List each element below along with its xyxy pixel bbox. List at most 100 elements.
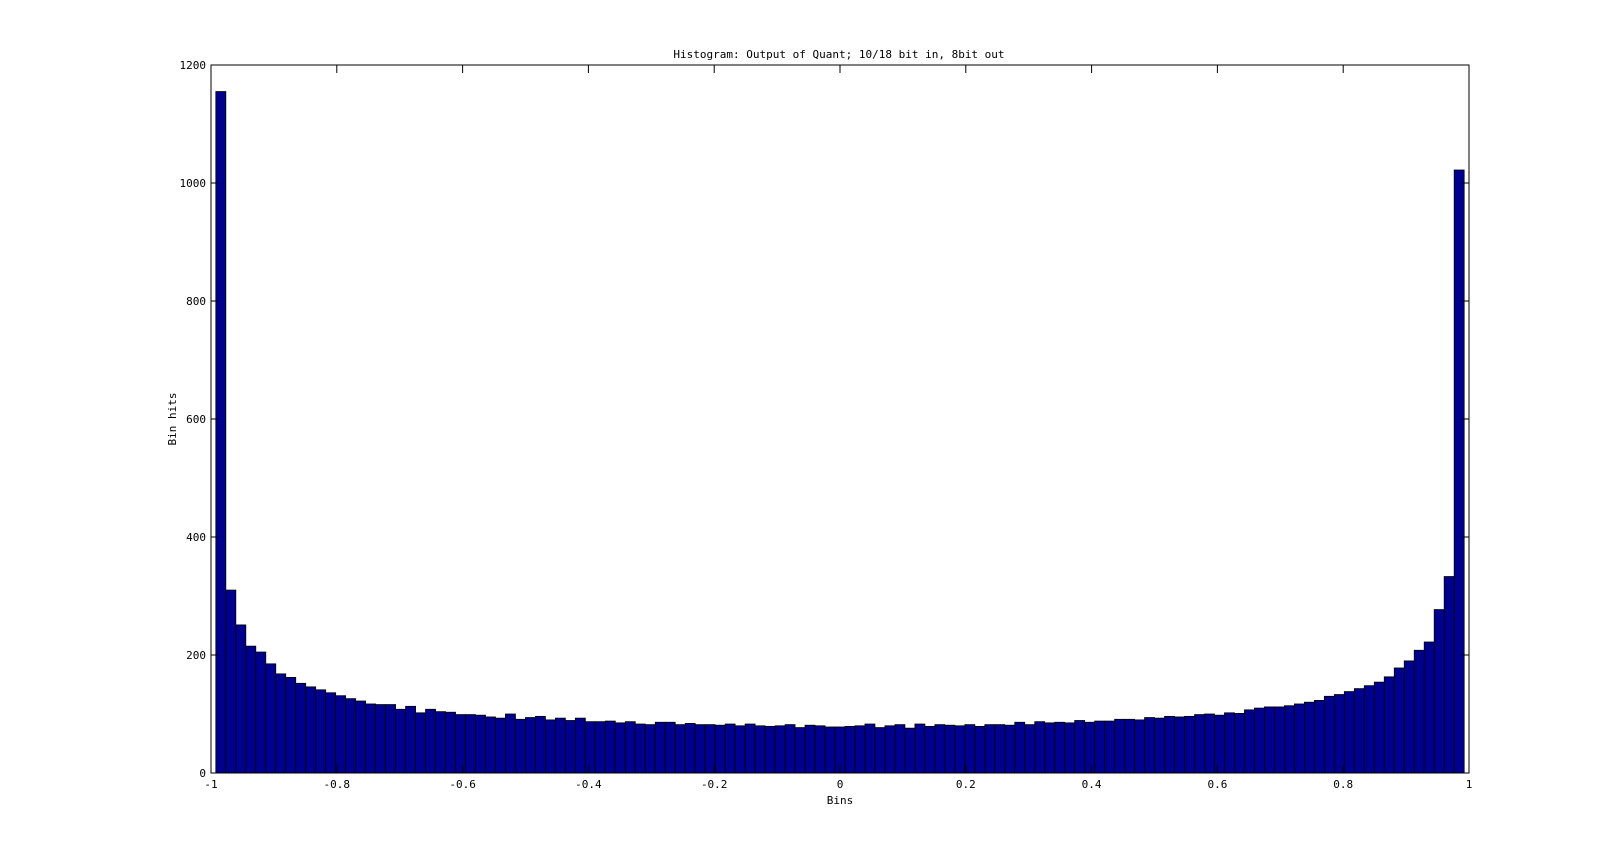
histogram-bar (1423, 641, 1435, 774)
histogram-bar (1323, 695, 1335, 774)
histogram-bar (505, 713, 516, 774)
histogram-bar (614, 722, 626, 774)
histogram-bar (495, 717, 506, 774)
histogram-bar (1234, 713, 1245, 774)
histogram-bar (1274, 706, 1285, 774)
histogram-bar (1303, 701, 1315, 774)
histogram-bar (1024, 724, 1036, 774)
histogram-bar (375, 704, 387, 774)
y-tick-label: 400 (186, 531, 206, 544)
histogram-bar (535, 715, 546, 774)
y-tick-label: 1000 (180, 177, 207, 190)
histogram-bar (385, 704, 396, 774)
histogram-bar (674, 724, 686, 774)
histogram-bar (584, 721, 596, 774)
histogram-bar (574, 717, 586, 774)
y-tick-label: 1200 (180, 59, 207, 72)
histogram-bar (515, 718, 526, 774)
histogram-bar (1353, 688, 1365, 774)
histogram-bar (1034, 721, 1046, 774)
histogram-bar (1224, 712, 1235, 774)
histogram-bar (455, 714, 466, 774)
histogram-bar (1184, 715, 1195, 774)
histogram-bar (1114, 718, 1126, 774)
x-tick-label: 0.8 (1333, 778, 1353, 791)
histogram-bar (1343, 691, 1355, 774)
histogram-bar (1144, 717, 1155, 774)
histogram-bar (1393, 667, 1405, 774)
histogram-bar (415, 712, 426, 774)
histogram-bar (624, 721, 636, 774)
histogram-bar (475, 714, 486, 774)
histogram-bar (754, 725, 766, 774)
histogram-bar (405, 705, 416, 774)
histogram-bar (1254, 707, 1265, 774)
histogram-bar (814, 725, 826, 774)
histogram-bar (1264, 706, 1275, 774)
histogram-bar (694, 724, 706, 774)
histogram-bar (1244, 709, 1255, 774)
histogram-bar (764, 725, 776, 774)
histogram-bar (525, 717, 536, 774)
histogram-bar (255, 651, 267, 774)
histogram-bar (924, 725, 936, 774)
histogram-bar (744, 723, 756, 774)
histogram-bar (355, 700, 367, 774)
histogram-bar (315, 689, 327, 774)
bars-group (215, 91, 1465, 774)
histogram-bar (1214, 714, 1225, 774)
histogram-bar (904, 727, 916, 774)
histogram-bar (215, 91, 227, 774)
histogram-bar (824, 726, 836, 774)
histogram-bar (1284, 705, 1295, 774)
histogram-bar (594, 721, 606, 774)
histogram-bar (245, 645, 257, 774)
x-tick-label: -0.8 (324, 778, 351, 791)
y-axis-label: Bin hits (166, 393, 179, 446)
histogram-bar (1014, 721, 1026, 774)
y-tick-label: 600 (186, 413, 206, 426)
histogram-bar (1453, 169, 1465, 774)
histogram-bar (335, 695, 347, 774)
y-tick-label: 200 (186, 649, 206, 662)
histogram-bar (1004, 724, 1016, 774)
histogram-bar (1403, 660, 1415, 774)
histogram-bar (225, 589, 237, 774)
histogram-bar (435, 711, 446, 774)
histogram-bar (285, 677, 297, 774)
histogram-bar (1084, 721, 1096, 774)
histogram-bar (884, 725, 896, 774)
histogram-bar (1104, 720, 1116, 774)
histogram-bar (325, 692, 337, 774)
chart-title: Histogram: Output of Quant; 10/18 bit in… (673, 48, 1004, 61)
x-axis-ticks: -1 -0.8 -0.6 -0.4 -0.2 0 0.2 0.4 0.6 0.8 1 (204, 65, 1472, 791)
x-tick-label: 1 (1466, 778, 1473, 791)
histogram-bar (794, 727, 806, 774)
histogram-bar (684, 723, 696, 774)
histogram-bar (305, 686, 317, 774)
histogram-bar (964, 724, 976, 774)
x-tick-label: 0.2 (956, 778, 976, 791)
histogram-bar (974, 725, 986, 774)
histogram-bar (1293, 703, 1305, 774)
histogram-bar (345, 698, 357, 774)
histogram-bar (644, 724, 656, 774)
histogram-bar (1094, 720, 1106, 774)
histogram-bar (564, 720, 576, 774)
histogram-bar (1204, 713, 1215, 774)
histogram-bar (864, 723, 876, 774)
x-axis-label: Bins (827, 794, 854, 807)
histogram-bar (714, 724, 726, 774)
histogram-bar (1044, 722, 1056, 774)
histogram-bar (994, 724, 1006, 774)
histogram-bar (604, 720, 616, 774)
x-tick-label: 0.6 (1207, 778, 1227, 791)
histogram-bar (844, 725, 856, 774)
histogram-bar (734, 725, 746, 774)
histogram-bar (1064, 722, 1076, 774)
histogram-bar (1164, 715, 1175, 774)
histogram-bar (1194, 714, 1205, 774)
histogram-bar (1363, 685, 1375, 774)
